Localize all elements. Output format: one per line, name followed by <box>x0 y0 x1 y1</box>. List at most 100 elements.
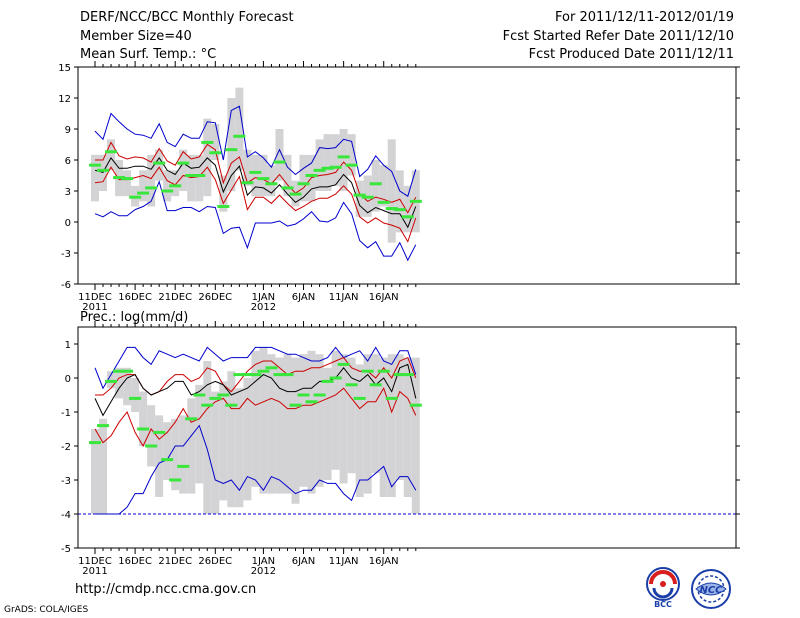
temp-xtick-label: 16JAN <box>369 292 399 303</box>
prec-median-day-21 <box>257 369 270 373</box>
prec-panel-title: Prec.: log(mm/d) <box>80 310 188 325</box>
temp-box-day-11 <box>179 149 188 191</box>
temp-xtick-label: 6JAN <box>292 292 315 303</box>
temp-median-day-25 <box>289 192 302 196</box>
bcc-logo: BCC <box>646 567 680 609</box>
temp-box-day-16 <box>219 175 228 212</box>
temp-xtick-label: 26DEC <box>198 292 232 303</box>
temp-median-day-1 <box>97 168 110 172</box>
temp-median-day-0 <box>89 163 101 167</box>
prec-box-day-9 <box>163 422 172 480</box>
temp-band-low-line <box>94 166 417 243</box>
prec-median-day-35 <box>369 383 382 387</box>
temp-median-day-4 <box>121 177 134 181</box>
prec-box-day-35 <box>371 354 380 474</box>
temp-box-day-8 <box>155 149 164 181</box>
temp-ytick-label: 15 <box>58 63 71 74</box>
temp-median-day-32 <box>345 163 358 167</box>
prec-median-day-38 <box>393 373 406 377</box>
prec-median-day-16 <box>217 393 230 397</box>
prec-median-day-8 <box>153 430 166 434</box>
prec-median-day-32 <box>345 383 358 387</box>
prec-envelope-high-line <box>94 346 417 390</box>
prec-median-day-33 <box>353 396 366 400</box>
fcst-produced-date: Fcst Produced Date 2011/12/11 <box>528 47 734 62</box>
prec-median-day-2 <box>105 379 118 383</box>
prec-median-day-31 <box>337 362 350 366</box>
prec-box-day-19 <box>243 378 252 501</box>
temp-box-day-2 <box>107 139 116 171</box>
fcst-started-date: Fcst Started Refer Date 2011/12/10 <box>502 29 734 44</box>
prec-median-day-30 <box>329 376 342 380</box>
temp-box-day-29 <box>323 134 332 191</box>
prec-box-day-6 <box>139 391 148 446</box>
temp-box-day-24 <box>283 154 292 197</box>
prec-box-day-26 <box>299 354 308 487</box>
prec-xtick-label: 26DEC <box>198 556 232 567</box>
temp-median-day-35 <box>369 182 382 186</box>
temp-median-day-2 <box>105 150 118 154</box>
temp-box-day-26 <box>299 154 308 202</box>
prec-median-day-26 <box>297 393 310 397</box>
temp-median-day-19 <box>241 181 254 185</box>
prec-band-low-line <box>94 387 417 448</box>
temp-median-day-10 <box>169 184 182 188</box>
prec-median-day-22 <box>265 366 278 370</box>
prec-median-day-0 <box>89 441 101 445</box>
prec-xtick-label: 16JAN <box>369 556 399 567</box>
prec-median-day-20 <box>249 373 262 377</box>
prec-box-day-25 <box>291 357 300 504</box>
prec-box-day-30 <box>331 350 340 470</box>
prec-box-day-31 <box>339 354 348 484</box>
temp-box-day-17 <box>227 98 236 191</box>
temp-xtick-year: 2011 <box>82 302 107 313</box>
temp-median-day-31 <box>337 155 350 159</box>
prec-box-day-16 <box>219 381 228 501</box>
prec-box-day-32 <box>347 357 356 474</box>
prec-box-day-18 <box>235 388 244 508</box>
prec-box-day-8 <box>155 415 164 497</box>
prec-xtick-label: 6JAN <box>292 556 315 567</box>
temp-box-day-4 <box>123 170 132 197</box>
prec-box-day-3 <box>115 367 124 399</box>
temp-median-day-39 <box>401 215 414 219</box>
prec-median-day-10 <box>169 478 182 482</box>
prec-ytick-label: 0 <box>65 374 71 385</box>
temp-median-day-33 <box>353 193 366 197</box>
prec-box-day-1 <box>99 418 108 514</box>
temp-median-day-11 <box>177 161 190 165</box>
prec-median-day-15 <box>209 396 222 400</box>
temp-xtick-label: 11DEC <box>78 292 112 303</box>
temp-box-day-13 <box>195 154 204 202</box>
source-url[interactable]: http://cmdp.ncc.cma.gov.cn <box>75 582 257 597</box>
prec-envelope-low-line <box>95 424 417 515</box>
temp-ytick-label: 12 <box>58 94 71 105</box>
temp-box-day-28 <box>315 139 324 191</box>
temp-median-day-14 <box>201 140 214 144</box>
temp-box-day-30 <box>331 134 340 186</box>
temp-box-day-32 <box>347 134 356 176</box>
temp-median-day-9 <box>161 189 174 193</box>
prec-ensemble-mean-line <box>94 363 417 417</box>
prec-median-day-13 <box>193 393 206 397</box>
temp-median-day-40 <box>409 199 422 203</box>
prec-box-day-39 <box>403 357 412 497</box>
temp-median-day-21 <box>257 177 270 181</box>
prec-median-day-34 <box>361 369 374 373</box>
temp-median-day-3 <box>113 176 126 180</box>
prec-box-day-0 <box>91 429 99 514</box>
temp-envelope-low-line <box>94 180 417 262</box>
ncc-logo-text: NCC <box>699 585 723 596</box>
temp-xtick-year: 2012 <box>251 302 276 313</box>
temp-median-day-16 <box>217 205 230 208</box>
temp-xtick-label: 16DEC <box>118 292 152 303</box>
temp-box-day-37 <box>387 139 396 243</box>
temp-median-day-29 <box>321 166 334 170</box>
prec-median-day-4 <box>121 369 134 373</box>
prec-xtick-label: 1JAN <box>252 556 275 567</box>
temp-median-day-5 <box>129 195 142 199</box>
temp-median-day-7 <box>145 186 158 190</box>
prec-box-day-40 <box>411 357 420 514</box>
temp-box-day-23 <box>275 129 284 181</box>
prec-box-day-2 <box>107 371 116 389</box>
